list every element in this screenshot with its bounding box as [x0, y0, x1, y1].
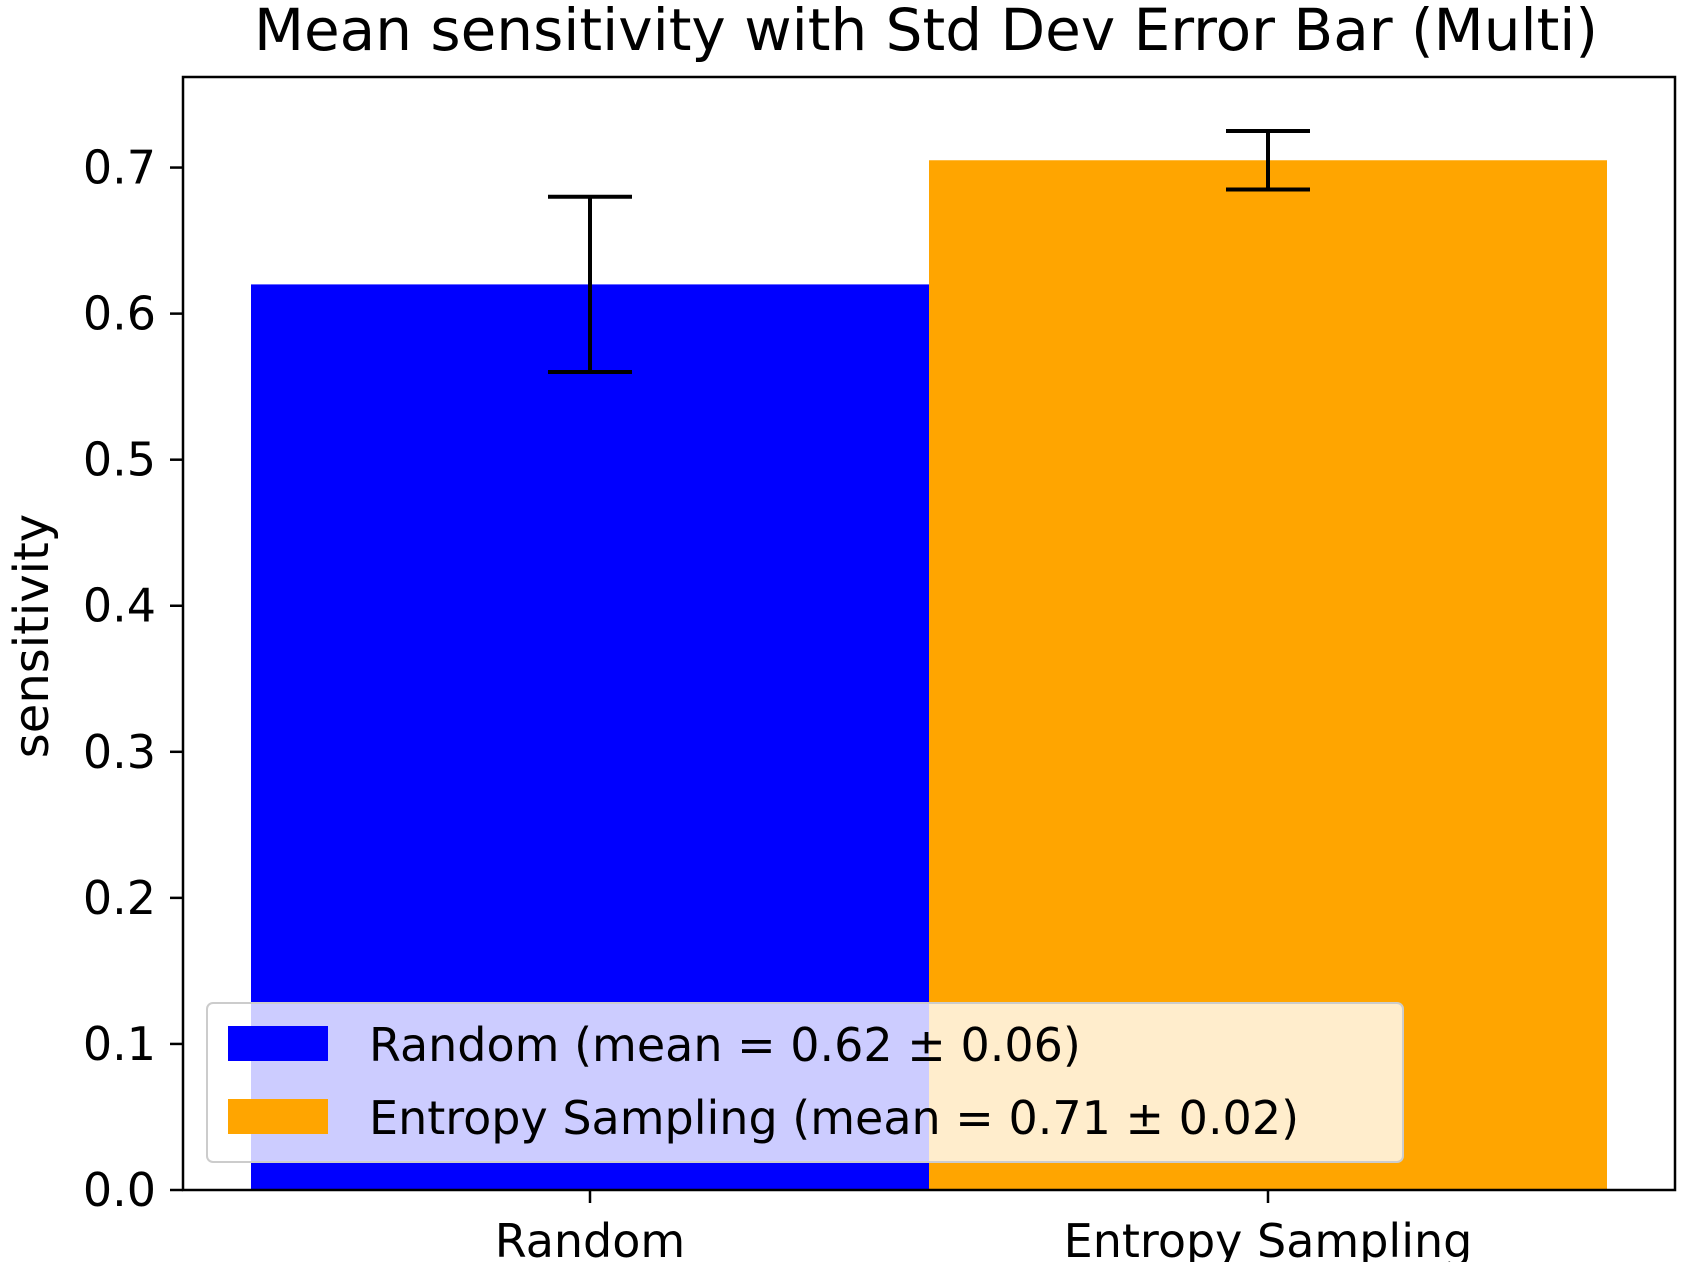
y-axis: 0.0 0.1 0.2 0.3 0.4 0.5 0.6 0.7: [83, 141, 183, 1217]
legend-swatch-entropy-sampling: [228, 1099, 328, 1134]
legend-swatch-random: [228, 1026, 328, 1061]
y-tick-label: 0.7: [83, 141, 156, 195]
x-tick-label: Random: [495, 1214, 685, 1262]
y-tick-label: 0.0: [83, 1163, 156, 1217]
chart-title: Mean sensitivity with Std Dev Error Bar …: [254, 0, 1598, 64]
legend-box: [206, 1002, 1404, 1163]
error-bar-entropy-sampling: [1226, 129, 1310, 192]
y-tick-label: 0.3: [83, 725, 156, 779]
y-tick-label: 0.2: [83, 871, 156, 925]
x-axis: Random Entropy Sampling: [495, 1190, 1473, 1262]
y-tick-label: 0.1: [83, 1017, 156, 1071]
y-axis-label: sensitivity: [4, 514, 60, 758]
error-bars: [548, 129, 1310, 375]
x-tick-label: Entropy Sampling: [1064, 1214, 1473, 1262]
legend: Random (mean = 0.62 ± 0.06) Entropy Samp…: [206, 1002, 1404, 1163]
y-tick-label: 0.6: [83, 287, 156, 341]
legend-label-random: Random (mean = 0.62 ± 0.06): [369, 1018, 1081, 1072]
error-bar-random: [548, 194, 632, 375]
legend-label-entropy-sampling: Entropy Sampling (mean = 0.71 ± 0.02): [369, 1091, 1299, 1145]
plot-frame: [181, 75, 1677, 1192]
y-tick-label: 0.5: [83, 433, 156, 487]
y-tick-label: 0.4: [83, 579, 156, 633]
